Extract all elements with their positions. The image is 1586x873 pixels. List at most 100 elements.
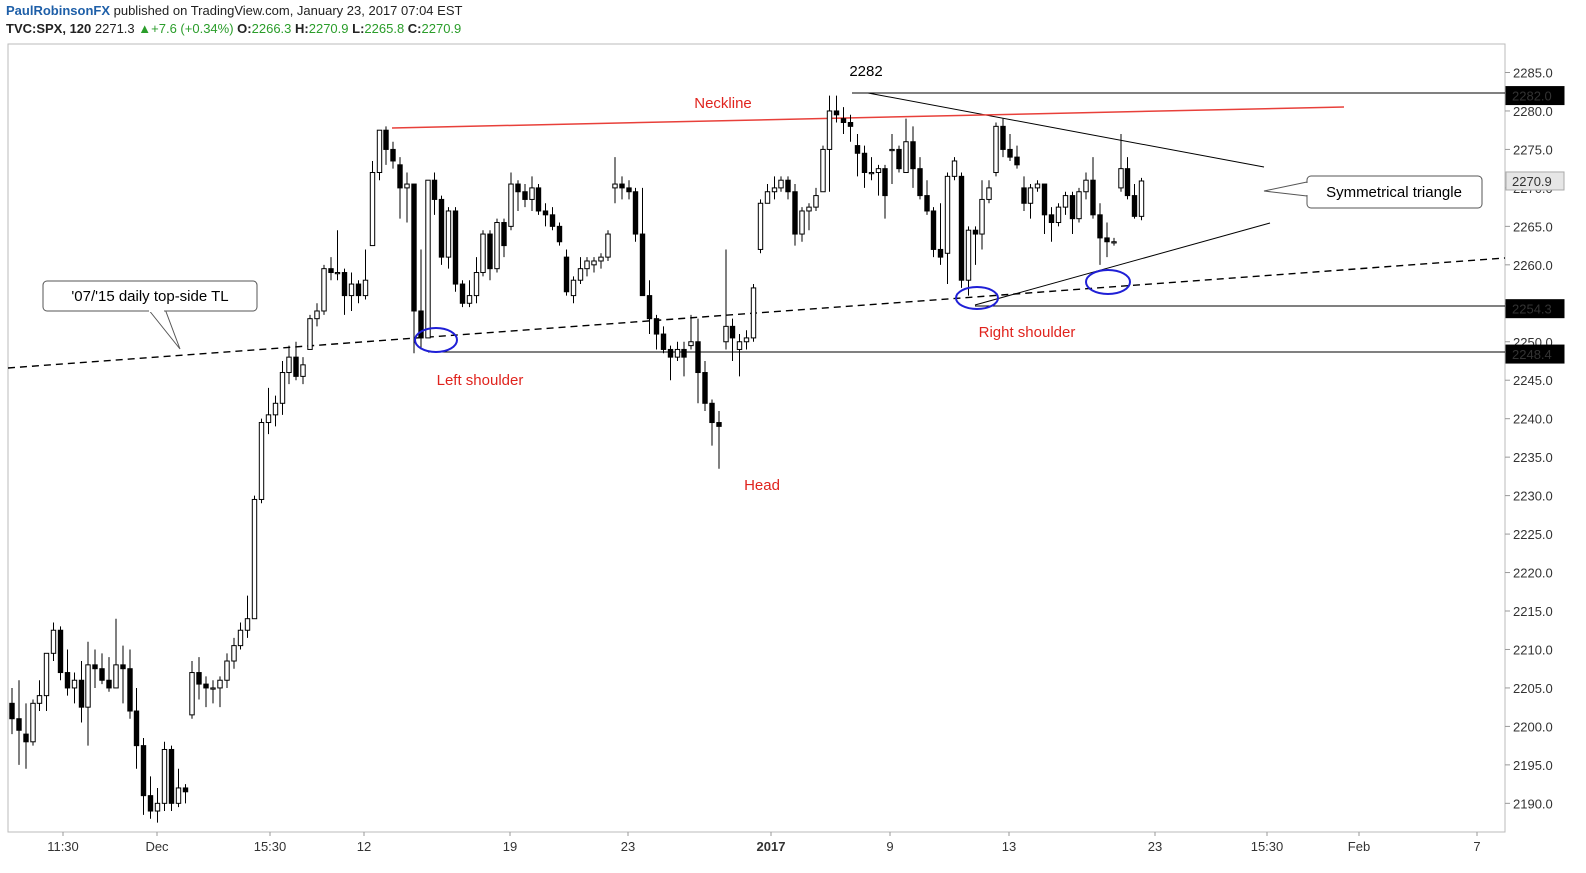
- candle-body: [723, 325, 729, 343]
- candle: [757, 199, 764, 254]
- price-label-bg: [1505, 86, 1565, 106]
- candle-body: [1034, 183, 1041, 189]
- candle: [459, 280, 466, 308]
- candle: [619, 176, 625, 200]
- candle-body: [231, 645, 237, 662]
- candle: [591, 257, 597, 273]
- candle-body: [619, 183, 625, 189]
- candle-body: [251, 498, 258, 620]
- price-label-text: 2282.0: [1512, 89, 1552, 104]
- candle: [944, 172, 951, 285]
- candle: [314, 303, 320, 327]
- candle: [258, 418, 265, 504]
- candle-body: [729, 325, 736, 339]
- candle: [175, 768, 182, 808]
- candle-body: [1124, 168, 1131, 197]
- candle: [1131, 184, 1138, 219]
- candle: [217, 676, 223, 708]
- candle: [376, 129, 383, 181]
- candle-body: [362, 279, 369, 297]
- candle: [723, 249, 729, 350]
- candle: [397, 157, 403, 219]
- candle: [286, 345, 292, 385]
- candle-body: [1111, 241, 1117, 244]
- candle: [487, 230, 493, 281]
- candle-body: [750, 287, 757, 339]
- candle: [1124, 157, 1131, 200]
- candle: [50, 622, 57, 662]
- candle: [334, 230, 341, 281]
- candle: [480, 230, 486, 277]
- candle-body: [71, 679, 78, 689]
- candle: [168, 745, 175, 812]
- trendline-callout-text: '07/'15 daily top-side TL: [71, 288, 228, 305]
- time-tick-label: Feb: [1348, 839, 1370, 854]
- time-tick-label: 15:30: [254, 839, 287, 854]
- candle: [764, 184, 771, 204]
- candle: [729, 318, 736, 361]
- author-link[interactable]: PaulRobinsonFX: [6, 3, 110, 18]
- candle-body: [328, 268, 334, 274]
- candle-body: [639, 233, 646, 297]
- price-label-text: 2254.3: [1512, 302, 1552, 317]
- candle-body: [785, 179, 791, 193]
- candle-body: [355, 283, 362, 297]
- candle: [390, 141, 396, 169]
- candle-body: [376, 129, 383, 174]
- candle: [431, 172, 438, 215]
- triangle-upper-line: [867, 92, 1265, 168]
- candle-body: [896, 148, 902, 170]
- candle: [910, 126, 916, 188]
- publish-line: PaulRobinsonFX published on TradingView.…: [6, 2, 462, 20]
- candle-body: [632, 191, 639, 235]
- price-tick-label: 2200.0: [1513, 719, 1553, 734]
- price-label: 2282.0: [1505, 86, 1565, 106]
- candle: [716, 410, 722, 469]
- price-tick-label: 2280.0: [1513, 104, 1553, 119]
- candle-body: [986, 187, 992, 200]
- plot-area[interactable]: [7, 43, 1506, 833]
- candle: [418, 249, 424, 350]
- price-change: +7.6 (+0.34%): [151, 21, 234, 36]
- candle-body: [764, 191, 771, 204]
- candle-body: [418, 310, 424, 339]
- candle-body: [951, 160, 958, 177]
- candle-body: [348, 283, 355, 297]
- price-tick-label: 2230.0: [1513, 489, 1553, 504]
- candle: [826, 95, 833, 192]
- candle: [702, 360, 708, 411]
- candle-body: [30, 702, 36, 743]
- candle-body: [244, 618, 251, 631]
- candle: [653, 314, 660, 350]
- candle-body: [577, 268, 584, 281]
- time-axis[interactable]: 11:30 Dec 15:30 12 19 23 2017 9 13 23 15:30 Feb 7: [47, 832, 1481, 854]
- price-labels: 2282.0 2270.9 2254.3 2248.4: [1505, 86, 1565, 364]
- candle-body: [882, 168, 888, 197]
- candle-body: [182, 787, 189, 793]
- candle: [674, 341, 681, 361]
- candle: [445, 207, 452, 269]
- candle: [660, 326, 667, 354]
- candle: [584, 257, 590, 277]
- price-tick-label: 2215.0: [1513, 604, 1553, 619]
- candle: [868, 157, 875, 181]
- candle-body: [584, 260, 590, 270]
- candle: [743, 330, 750, 350]
- candle-body: [487, 233, 493, 270]
- candle: [57, 626, 64, 681]
- time-tick-label: 11:30: [47, 839, 79, 854]
- candle: [300, 357, 306, 385]
- candle-body: [120, 664, 126, 670]
- candle: [30, 699, 36, 746]
- candle: [632, 187, 639, 242]
- candle-body: [425, 179, 431, 339]
- candle-body: [85, 664, 91, 708]
- candle: [965, 226, 972, 296]
- candle: [161, 741, 168, 812]
- candle-body: [702, 372, 708, 404]
- candle-body: [1138, 180, 1145, 217]
- candle: [556, 222, 563, 246]
- candle: [466, 280, 473, 308]
- candle: [1021, 176, 1027, 211]
